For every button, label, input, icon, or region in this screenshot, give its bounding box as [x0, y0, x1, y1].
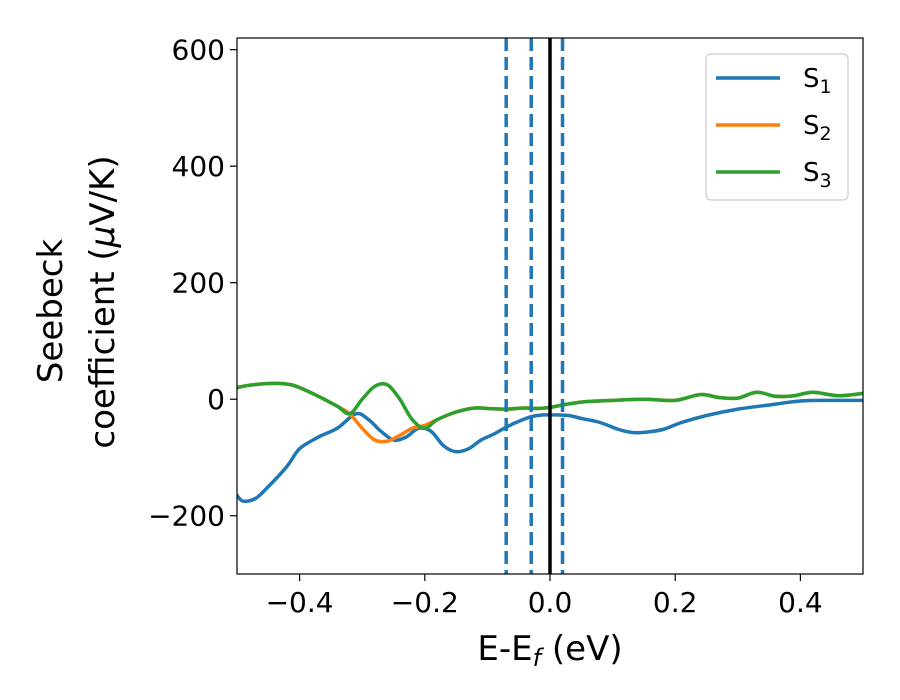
- x-tick-label: −0.4: [266, 586, 334, 619]
- x-axis-label-unit: (eV): [541, 629, 623, 669]
- y-tick-label: 600: [172, 34, 225, 67]
- y-axis-label: Seebeck coefficient (μV/K): [31, 155, 123, 448]
- series-layer: [237, 381, 863, 504]
- y-axis: −200 0 200 400 600: [148, 34, 237, 533]
- x-axis-label: E-Ef (eV): [477, 629, 622, 672]
- y-axis-label-line2: coefficient (μV/K): [83, 155, 123, 448]
- x-tick-label: 0.0: [528, 586, 573, 619]
- legend-box: [705, 53, 849, 201]
- legend-label-s2: S2: [803, 111, 832, 145]
- y-tick-label: 200: [172, 267, 225, 300]
- x-axis: −0.4 −0.2 0.0 0.2 0.4: [266, 574, 823, 619]
- x-tick-label: 0.4: [778, 586, 823, 619]
- y-tick-label: −200: [148, 500, 225, 533]
- series-line-s1: [237, 398, 863, 504]
- legend-label-s3: S3: [803, 158, 832, 192]
- x-tick-label: 0.2: [653, 586, 698, 619]
- y-tick-label: 400: [172, 150, 225, 183]
- x-tick-label: −0.2: [391, 586, 459, 619]
- legend-label-s1: S1: [803, 64, 832, 98]
- series-line-s3: [237, 381, 863, 431]
- y-tick-label: 0: [207, 383, 225, 416]
- vline-layer: [504, 38, 565, 574]
- y-axis-label-line1: Seebeck: [31, 239, 71, 384]
- legend: S1 S2 S3: [705, 53, 849, 201]
